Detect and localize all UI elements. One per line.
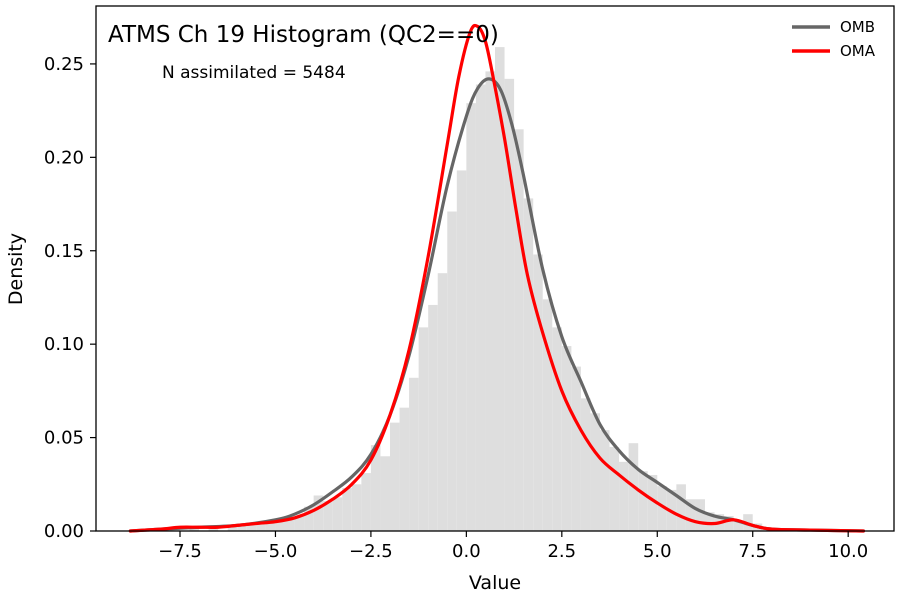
histogram-bar-42 <box>590 413 600 531</box>
n-assimilated-annotation: N assimilated = 5484 <box>162 63 346 83</box>
y-axis-label: Density <box>5 233 27 305</box>
density-lines <box>128 23 866 533</box>
legend-label-oma: OMA <box>840 42 876 60</box>
histogram-bar-28 <box>456 170 467 531</box>
histogram-bar-18 <box>361 473 371 531</box>
histogram-bar-26 <box>437 273 448 531</box>
histogram-bar-11 <box>294 516 305 531</box>
histogram-bar-41 <box>580 398 591 531</box>
histogram-bar-21 <box>390 422 400 531</box>
y-axis-ticks: 0.00 0.05 0.10 0.15 0.20 0.25 <box>44 54 96 542</box>
x-tick-label: 2.5 <box>547 541 576 562</box>
histogram-bar-16 <box>342 488 352 531</box>
histogram-bar-45 <box>619 461 629 531</box>
x-tick-label: −5.0 <box>254 541 298 562</box>
histogram-bar-22 <box>399 407 410 531</box>
x-tick-label: 5.0 <box>643 541 672 562</box>
histogram-bar-47 <box>638 471 648 531</box>
histogram-bar-31 <box>485 71 495 531</box>
histogram-bar-39 <box>561 346 572 531</box>
histogram-bar-40 <box>571 366 581 531</box>
histogram-bar-38 <box>552 327 562 531</box>
histogram-bar-52 <box>685 499 696 531</box>
histogram-bar-17 <box>351 484 362 531</box>
histogram-bar-4 <box>227 527 238 531</box>
x-tick-label: 7.5 <box>738 541 767 562</box>
histogram-bar-44 <box>609 446 620 531</box>
y-tick-label: 0.10 <box>44 334 84 355</box>
y-tick-label: 0.15 <box>44 241 84 262</box>
histogram-bar-34 <box>514 129 524 531</box>
histogram-bar-35 <box>523 198 534 531</box>
histogram-bar-20 <box>380 456 390 531</box>
histogram-bar-15 <box>332 497 343 531</box>
histogram-bar-27 <box>447 211 457 531</box>
histogram-bar-6 <box>246 525 257 531</box>
histogram-bars <box>141 47 830 532</box>
plot-frame <box>95 5 895 532</box>
histogram-bar-32 <box>495 47 505 531</box>
legend-label-omb: OMB <box>840 18 875 36</box>
y-tick-label: 0.00 <box>44 521 84 542</box>
y-tick-label: 0.20 <box>44 147 84 168</box>
x-tick-label: 0.0 <box>452 541 481 562</box>
histogram-bar-57 <box>733 521 744 531</box>
series-line-oma <box>128 23 866 533</box>
histogram-bar-49 <box>657 486 667 531</box>
histogram-bar-14 <box>323 501 333 531</box>
histogram-bar-2 <box>189 527 200 531</box>
x-tick-label: 10.0 <box>828 541 868 562</box>
histogram-bar-43 <box>600 430 610 531</box>
histogram-bar-8 <box>265 521 276 531</box>
histogram-bar-48 <box>647 474 658 531</box>
x-axis-label: Value <box>469 572 521 594</box>
y-tick-label: 0.05 <box>44 428 84 449</box>
histogram-bar-10 <box>285 519 295 531</box>
histogram-bar-7 <box>256 523 266 531</box>
histogram-bar-37 <box>542 299 553 531</box>
histogram-bar-12 <box>304 506 314 531</box>
legend: OMB OMA <box>792 18 876 60</box>
histogram-bar-24 <box>418 327 429 531</box>
histogram-bar-23 <box>409 377 419 531</box>
histogram-bar-53 <box>695 499 705 531</box>
histogram-bar-25 <box>428 304 438 531</box>
x-axis-ticks: −7.5 −5.0 −2.5 0.0 2.5 5.0 7.5 10.0 <box>158 531 868 562</box>
histogram-bar-51 <box>676 484 686 531</box>
histogram-bar-1 <box>170 529 180 531</box>
histogram-bar-5 <box>237 525 247 531</box>
histogram-bar-29 <box>466 103 476 532</box>
histogram-bar-56 <box>724 516 734 531</box>
histogram-bar-30 <box>475 84 486 531</box>
histogram-bar-9 <box>275 519 285 531</box>
y-tick-label: 0.25 <box>44 54 84 75</box>
x-tick-label: −7.5 <box>158 541 202 562</box>
histogram-bar-36 <box>533 254 543 532</box>
histogram-bar-19 <box>370 445 381 531</box>
histogram-bar-13 <box>313 495 324 531</box>
histogram-bar-33 <box>504 78 515 532</box>
histogram-bar-3 <box>208 529 219 531</box>
series-line-omb <box>128 77 866 533</box>
x-tick-label: −2.5 <box>349 541 393 562</box>
histogram-bar-54 <box>705 512 715 531</box>
chart-title: ATMS Ch 19 Histogram (QC2==0) <box>108 22 499 48</box>
